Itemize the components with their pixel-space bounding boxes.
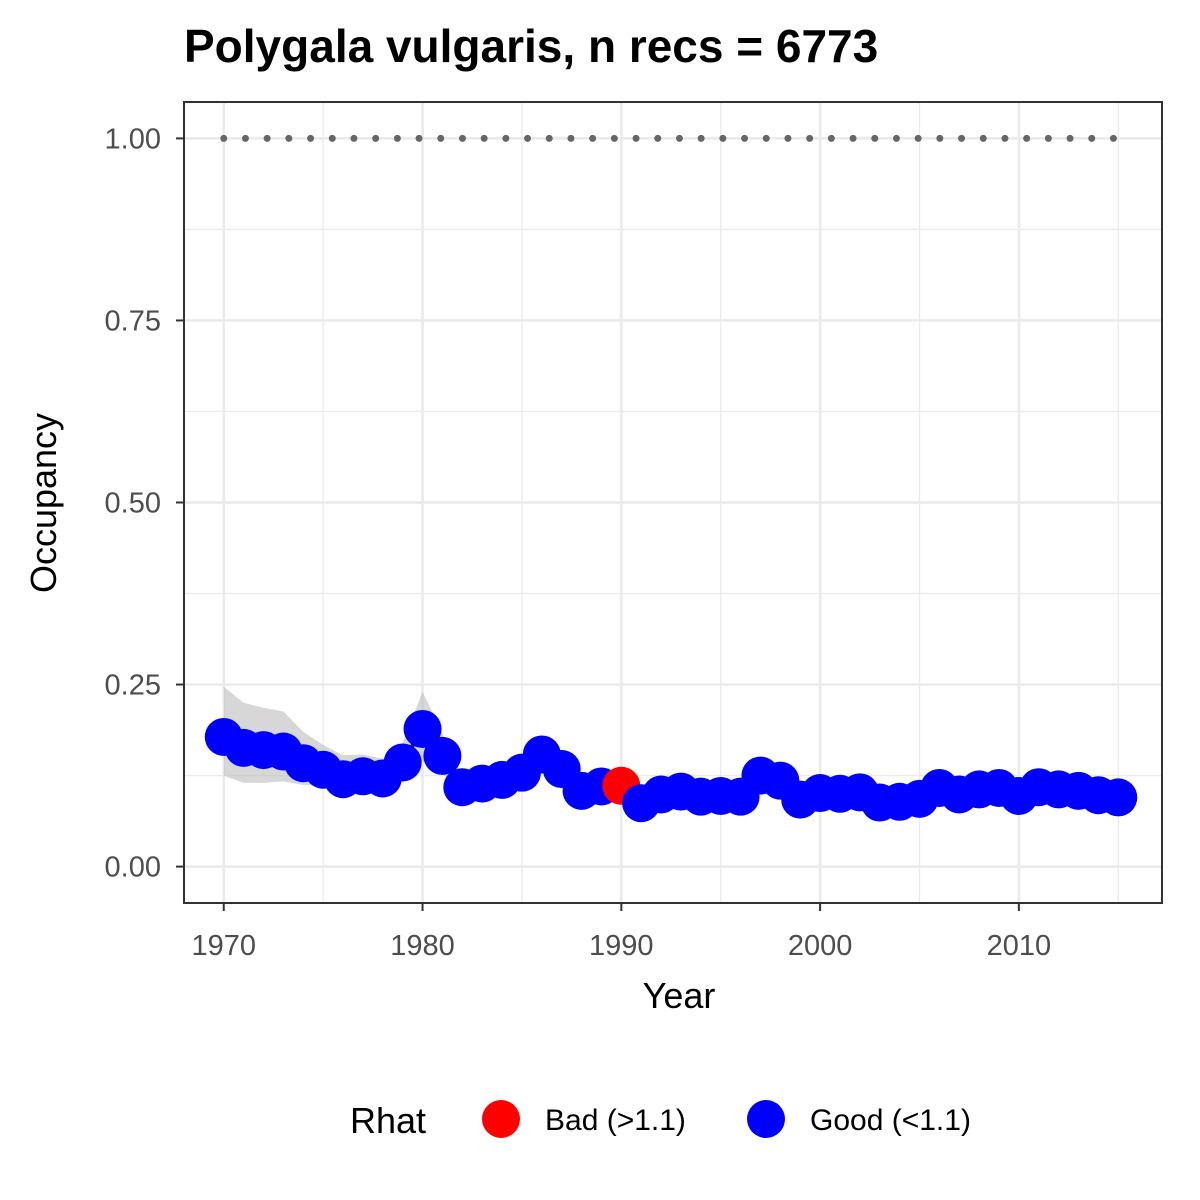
y-tick-label: 0.00	[105, 852, 161, 884]
x-tick-label: 1980	[390, 930, 455, 962]
legend-title: Rhat	[350, 1100, 426, 1141]
data-point-good	[423, 736, 462, 775]
y-tick-label: 1.00	[105, 123, 161, 155]
y-tick-label: 0.25	[105, 670, 161, 702]
data-point-good	[403, 709, 442, 748]
legend: Rhat Bad (>1.1) Good (<1.1)	[350, 1100, 971, 1141]
x-tick-label: 1990	[589, 930, 654, 962]
plot-panel	[183, 101, 1163, 904]
grid-major	[184, 102, 1162, 903]
points-layer	[204, 709, 1138, 823]
x-axis-title: Year	[643, 975, 716, 1016]
x-tick-label: 2000	[788, 930, 853, 962]
legend-label-good: Good (<1.1)	[810, 1104, 971, 1137]
data-point-good	[1099, 778, 1138, 817]
x-tick-label: 2010	[987, 930, 1052, 962]
y-tick-label: 0.50	[105, 488, 161, 520]
x-axis: 1970 1980 1990 2000 2010	[191, 903, 1051, 962]
y-axis: 0.00 0.25 0.50 0.75 1.00	[105, 123, 184, 884]
legend-label-bad: Bad (>1.1)	[545, 1104, 686, 1137]
x-tick-label: 1970	[191, 930, 256, 962]
y-tick-label: 0.75	[105, 305, 161, 337]
chart-title: Polygala vulgaris, n recs = 6773	[184, 20, 878, 72]
y-axis-title: Occupancy	[23, 413, 64, 593]
legend-key-good	[747, 1100, 785, 1138]
legend-key-bad	[482, 1100, 520, 1138]
data-point-good	[383, 743, 422, 782]
